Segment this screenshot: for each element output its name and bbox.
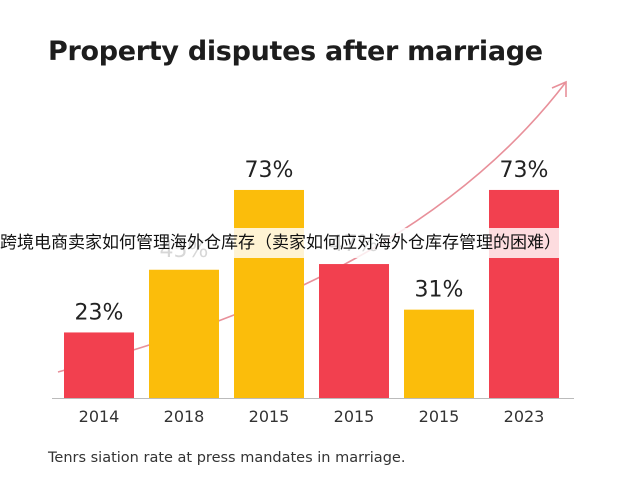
x-tick-label: 2015 xyxy=(334,407,375,426)
bars-layer xyxy=(64,189,559,398)
data-label: 73% xyxy=(500,158,549,183)
data-label: 31% xyxy=(415,278,464,303)
x-tick-labels: 2014 2018 2015 2015 2015 2023 xyxy=(79,407,545,426)
x-tick-label: 2014 xyxy=(79,407,120,426)
x-tick-label: 2023 xyxy=(504,407,545,426)
data-label: 73% xyxy=(245,158,294,183)
x-tick-label: 2015 xyxy=(419,407,460,426)
overlay-banner: 跨境电商卖家如何管理海外仓库存（卖家如何应对海外仓库存管理的困难） xyxy=(0,228,640,258)
chart-caption: Tenrs siation rate at press mandates in … xyxy=(48,450,406,466)
chart-title: Property disputes after marriage xyxy=(48,36,543,67)
bar-4 xyxy=(404,309,474,398)
data-label: 23% xyxy=(75,300,124,325)
x-tick-label: 2015 xyxy=(249,407,290,426)
x-tick-label: 2018 xyxy=(164,407,205,426)
bar-0 xyxy=(64,332,134,398)
bar-5 xyxy=(489,189,559,398)
bar-2 xyxy=(234,189,304,398)
trend-arrow-head-icon xyxy=(551,80,567,97)
bar-1 xyxy=(149,269,219,398)
bar-3 xyxy=(319,264,389,398)
